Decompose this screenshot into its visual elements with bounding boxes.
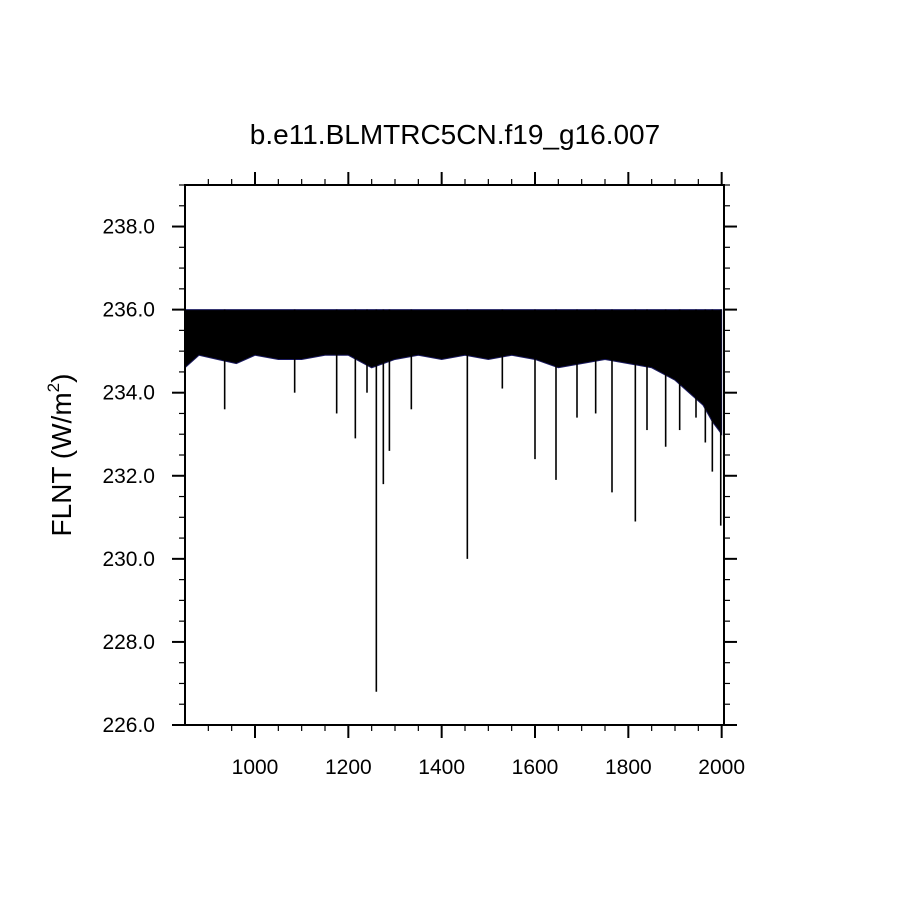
y-axis-label-close: ) [46, 374, 77, 383]
y-axis-label-superscript: 2 [44, 383, 63, 392]
y-tick-label: 238.0 [102, 216, 155, 239]
y-tick-label: 236.0 [102, 299, 155, 322]
data-bars [184, 309, 723, 692]
axis-ticks [172, 172, 737, 738]
y-axis-label: FLNT (W/m2) [44, 374, 77, 537]
y-tick-label: 228.0 [102, 631, 155, 654]
tick-labels: 1000 1200 1400 1600 1800 2000 226.0 228.0 230.0 2… [102, 216, 745, 779]
x-tick-label: 2000 [698, 756, 745, 779]
x-tick-label: 1600 [512, 756, 559, 779]
plot-frame [184, 184, 725, 726]
x-tick-label: 1000 [232, 756, 279, 779]
x-tick-label: 1400 [418, 756, 465, 779]
y-axis-label-text: FLNT (W/m [46, 392, 77, 536]
y-tick-label: 232.0 [102, 465, 155, 488]
x-tick-label: 1200 [325, 756, 372, 779]
y-tick-label: 234.0 [102, 382, 155, 405]
y-tick-label: 230.0 [102, 548, 155, 571]
x-tick-label: 1800 [605, 756, 652, 779]
chart-title: b.e11.BLMTRC5CN.f19_g16.007 [250, 119, 660, 150]
data-band [184, 309, 723, 436]
y-tick-label: 226.0 [102, 714, 155, 737]
